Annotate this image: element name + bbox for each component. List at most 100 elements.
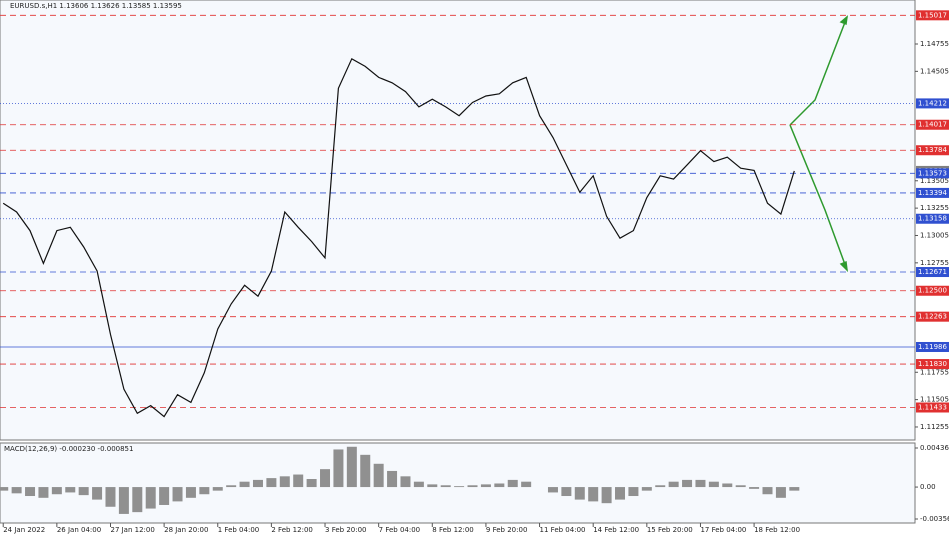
level-label: 1.15017 [918,11,947,19]
macd-bar [641,487,652,491]
macd-bar [494,483,505,488]
macd-bar [132,487,143,513]
level-tag [916,145,949,156]
x-tick-label: 3 Feb 20:00 [325,526,366,534]
level-label: 1.13394 [918,189,947,197]
level-label: 1.11986 [918,343,947,351]
x-tick-label: 15 Feb 20:00 [647,526,693,534]
macd-bar [655,485,666,488]
macd-bar [279,476,290,488]
macd-bar [695,479,706,488]
y-tick-label: 1.13505 [920,177,949,185]
x-tick-label: 14 Feb 12:00 [593,526,639,534]
level-tag [916,10,949,21]
macd-bar [735,485,746,488]
macd-bar [668,481,679,488]
level-tag [916,168,949,179]
macd-bar [293,474,304,488]
macd-bar [722,483,733,488]
x-tick-label: 28 Jan 20:00 [164,526,208,534]
macd-bar [400,476,411,488]
macd-title: MACD(12,26,9) -0.000230 -0.000851 [4,445,133,453]
level-tag [916,285,949,296]
y-tick-label: 1.13255 [920,204,949,212]
y-tick-label: 1.12755 [920,259,949,267]
y-tick-label: 1.11255 [920,423,949,431]
macd-bar [185,487,196,498]
y-tick-label: -0.003566 [920,515,949,523]
x-tick-label: 2 Feb 12:00 [271,526,312,534]
level-tag [916,119,949,130]
x-tick-label: 7 Feb 04:00 [379,526,420,534]
y-tick-label: 0.004363 [920,444,949,452]
macd-bar [306,479,317,488]
macd-bar [226,485,237,488]
macd-bar [92,487,103,500]
macd-bar [0,487,9,491]
x-tick-label: 8 Feb 12:00 [432,526,473,534]
y-tick-label: 1.14505 [920,67,949,75]
macd-bar [561,487,572,497]
macd-bar [118,487,129,514]
macd-bar [775,487,786,498]
macd-bar [749,487,760,489]
macd-bar [145,487,156,509]
macd-bar [172,487,183,502]
macd-bar [11,487,22,494]
macd-bar [708,481,719,488]
price-line [2,57,795,418]
level-label: 1.11433 [918,404,947,412]
macd-bar [346,446,357,488]
macd-bar [333,449,344,488]
macd-bar [427,484,438,488]
macd-bar [38,487,49,498]
level-label: 1.13158 [918,215,947,223]
macd-bar [239,481,250,488]
level-label: 1.12263 [918,313,947,321]
level-tag [916,187,949,198]
macd-bar [78,487,89,496]
macd-bar [387,470,398,488]
x-tick-label: 18 Feb 12:00 [754,526,800,534]
macd-bar [628,487,639,497]
macd-bar [266,478,277,488]
macd-bar [51,487,62,495]
x-tick-label: 11 Feb 04:00 [540,526,586,534]
y-tick-label: 1.11505 [920,396,949,404]
macd-bar [65,487,76,493]
macd-bar [507,479,518,488]
level-label: 1.14212 [918,99,947,107]
macd-bar [480,484,491,488]
macd-bar [373,463,384,488]
level-tag [916,402,949,413]
x-tick-label: 17 Feb 04:00 [700,526,746,534]
y-tick-label: 1.11755 [920,368,949,376]
macd-panel [0,442,916,524]
macd-bar [601,487,612,504]
level-label: 1.13573 [918,169,947,177]
level-tag [916,267,949,278]
macd-bar [615,487,626,500]
y-tick-label: 1.14755 [920,40,949,48]
x-tick-label: 27 Jan 12:00 [110,526,154,534]
macd-bar [789,487,800,491]
macd-bar [574,487,585,500]
macd-bar [25,487,36,497]
x-tick-label: 26 Jan 04:00 [57,526,101,534]
x-tick-label: 1 Feb 04:00 [218,526,259,534]
macd-bar [762,487,773,495]
level-tag [916,311,949,322]
x-tick-label: 9 Feb 20:00 [486,526,527,534]
macd-bar [199,487,210,495]
forecast-arrows [789,15,849,273]
main-panel [0,0,916,441]
y-tick-label: 1.13005 [920,231,949,239]
macd-bar [212,487,223,491]
level-label: 1.11830 [918,360,947,368]
macd-bar [252,479,263,488]
macd-bar [588,487,599,502]
macd-bar [105,487,116,507]
level-tag [916,359,949,370]
level-label: 1.12671 [918,268,947,276]
